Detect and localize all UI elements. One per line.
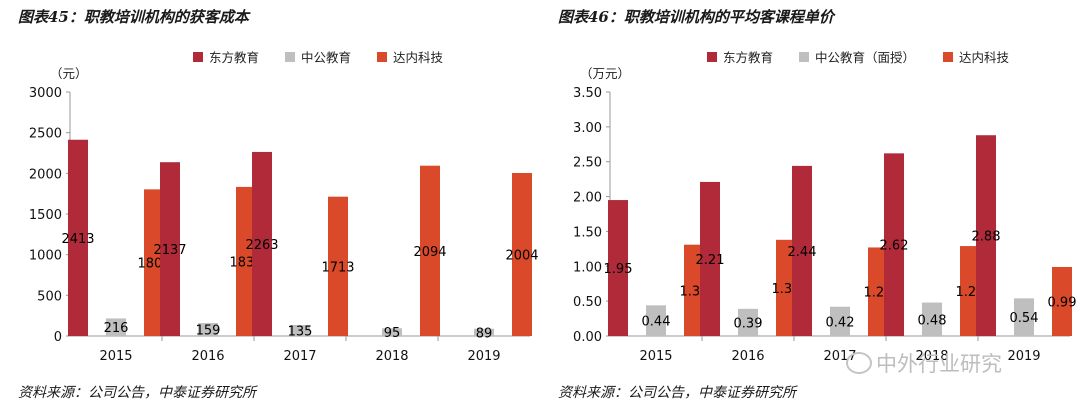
- data-label: 0.54: [1010, 311, 1039, 326]
- bar: [608, 200, 628, 336]
- bar: [830, 306, 850, 336]
- data-label: 2094: [413, 245, 446, 260]
- legend-label: 东方教育: [209, 50, 259, 65]
- chart-right-svg: 东方教育 中公教育（面授） 达内科技 （万元） 0.00 0.50 1.00 1.50 2.00…: [573, 50, 1077, 364]
- bar: [144, 189, 164, 336]
- data-label: 0.48: [918, 313, 947, 328]
- legend-label: 达内科技: [393, 50, 444, 65]
- bar: [776, 239, 796, 336]
- bar: [700, 181, 720, 336]
- y-tick-label: 0.00: [573, 330, 602, 345]
- bar: [684, 244, 704, 336]
- y-tick-label: 1500: [29, 208, 62, 223]
- legend-swatch: [193, 52, 203, 62]
- legend-swatch: [377, 52, 387, 62]
- bar: [960, 246, 980, 336]
- data-label: 2.21: [696, 253, 725, 268]
- bar: [792, 165, 812, 336]
- data-label: 2.44: [788, 245, 817, 260]
- legend-swatch: [707, 52, 717, 62]
- legend-label: 东方教育: [723, 50, 773, 65]
- bar: [512, 173, 532, 336]
- y-tick-label: 500: [37, 289, 62, 304]
- data-label: 159: [196, 324, 221, 339]
- data-label: 135: [288, 325, 313, 340]
- y-tick-label: 2.50: [573, 156, 602, 171]
- chart-title: 图表45：职教培训机构的获客成本: [18, 8, 249, 26]
- data-label: 2413: [61, 232, 94, 247]
- bar: [382, 328, 402, 336]
- x-tick-label: 2018: [915, 349, 948, 364]
- y-tick-label: 1.50: [573, 225, 602, 240]
- data-label: 2.88: [972, 230, 1001, 245]
- legend-label: 中公教育（面授）: [815, 50, 915, 65]
- data-label: 2.62: [880, 239, 909, 254]
- y-tick-label: 3000: [29, 86, 62, 101]
- data-label: 89: [476, 326, 493, 341]
- watermark-text: 中外行业研究: [876, 352, 1002, 376]
- bar: [290, 325, 310, 336]
- chart-panel-right: 图表46：职教培训机构的平均客课程单价 东方教育 中公教育（面授） 达内科技 （万元）…: [540, 0, 1080, 410]
- data-label: 95: [384, 326, 401, 341]
- data-label: 0.39: [734, 316, 763, 331]
- legend-label: 中公教育: [301, 50, 351, 65]
- y-tick-label: 1.00: [573, 260, 602, 275]
- bar: [252, 151, 272, 336]
- x-tick-label: 2019: [1007, 349, 1040, 364]
- wechat-icon: [846, 352, 872, 374]
- chart-title: 图表46：职教培训机构的平均客课程单价: [558, 8, 834, 26]
- legend-swatch: [285, 52, 295, 62]
- legend-label: 达内科技: [959, 50, 1010, 65]
- bar: [884, 153, 904, 336]
- data-label: 0.99: [1048, 295, 1077, 310]
- bar: [1014, 298, 1034, 336]
- watermark: 中外行业研究: [846, 348, 1002, 378]
- x-tick-label: 2016: [731, 349, 764, 364]
- y-tick-label: 3.00: [573, 121, 602, 136]
- source-note: 资料来源：公司公告，中泰证券研究所: [558, 385, 796, 401]
- source-note: 资料来源：公司公告，中泰证券研究所: [18, 385, 256, 401]
- data-label: 0.42: [826, 315, 855, 330]
- data-label: 2263: [245, 238, 278, 253]
- x-tick-label: 2019: [467, 349, 500, 364]
- x-tick-label: 2017: [283, 349, 316, 364]
- y-tick-label: 2500: [29, 127, 62, 142]
- bar: [474, 328, 494, 336]
- bar: [198, 323, 218, 336]
- x-tick-label: 2015: [639, 349, 672, 364]
- data-label: 0.44: [642, 315, 671, 330]
- data-label: 2137: [153, 243, 186, 258]
- y-tick-label: 3.50: [573, 86, 602, 101]
- y-tick-label: 0.50: [573, 295, 602, 310]
- data-label: 1.95: [604, 262, 633, 277]
- y-tick-label: 0: [54, 330, 62, 345]
- bar: [976, 135, 996, 336]
- bar: [868, 247, 888, 336]
- bar: [1052, 266, 1072, 336]
- bar: [160, 162, 180, 336]
- bar: [236, 186, 256, 336]
- bar: [738, 308, 758, 336]
- legend-swatch: [799, 52, 809, 62]
- bar: [106, 318, 126, 336]
- data-label: 216: [104, 321, 129, 336]
- chart-left-svg: 东方教育 中公教育 达内科技 （元） 0 500 1000 1500 2000 2500 3000 2…: [29, 50, 539, 364]
- bar: [922, 302, 942, 336]
- x-tick-label: 2016: [191, 349, 224, 364]
- data-label: 2004: [505, 249, 538, 264]
- chart-panel-left: 图表45：职教培训机构的获客成本 东方教育 中公教育 达内科技 （元） 0 500 1000…: [18, 8, 539, 401]
- bar: [646, 305, 666, 336]
- unit-label: （元）: [50, 66, 88, 81]
- bar: [420, 165, 440, 336]
- y-tick-label: 1000: [29, 249, 62, 264]
- x-tick-label: 2018: [375, 349, 408, 364]
- unit-label: （万元）: [580, 66, 630, 81]
- legend-swatch: [943, 52, 953, 62]
- x-tick-label: 2015: [99, 349, 132, 364]
- data-label: 1713: [321, 260, 354, 275]
- bar: [328, 196, 348, 336]
- bar: [68, 139, 88, 336]
- y-tick-label: 2.00: [573, 191, 602, 206]
- y-tick-label: 2000: [29, 167, 62, 182]
